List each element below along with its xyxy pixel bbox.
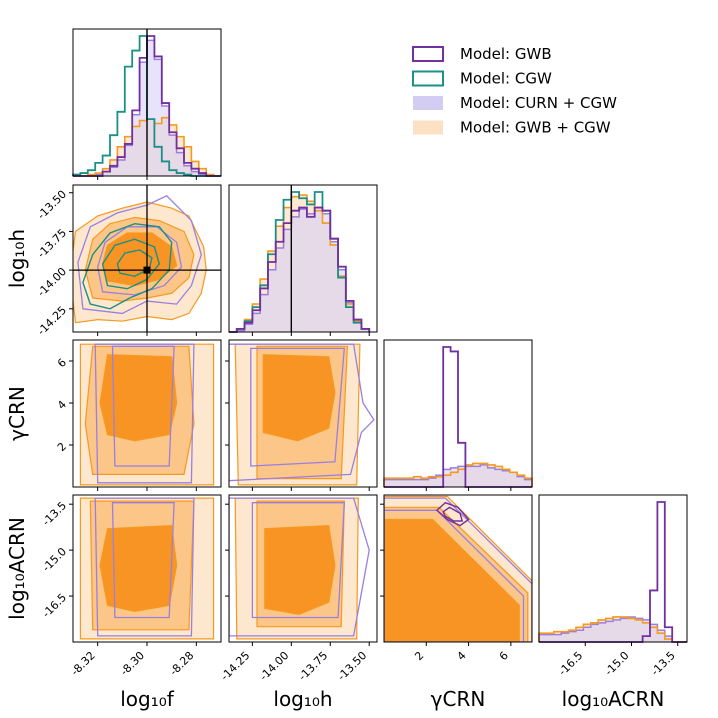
panel-frame-logh (228, 184, 378, 333)
contour-curn-cgw-gamma_vs_logf-0 (94, 343, 195, 484)
contour-cgw-logh_vs_logf-1 (101, 238, 161, 290)
hist-fill-curn-cgw-logh (229, 207, 370, 332)
xtick-label-logh-2: -13.75 (296, 649, 330, 683)
panel-frame-logA (538, 494, 688, 643)
contour-gwb-cgw-logA_vs_gamma-2 (384, 518, 520, 642)
panel-frame-gamma_vs_logh (228, 339, 378, 488)
hist-line-gwb-logf (73, 35, 221, 177)
panel-frame-gamma (383, 339, 533, 488)
panel-logA_vs_logf (72, 494, 222, 643)
ytick-label-logh-2: -13.75 (35, 226, 69, 260)
ytick-label-logh-1: -14.00 (35, 265, 69, 299)
contour-curn-cgw-logA_vs_logh-1 (251, 502, 345, 619)
hist-line-cgw-logh (229, 191, 371, 333)
hist-panel-gamma (383, 339, 533, 488)
panel-content-logA_vs_logf (79, 497, 215, 640)
hist-line-gwb-logh (229, 206, 371, 333)
legend-label-2: Model: CURN + CGW (460, 94, 617, 112)
yaxis-label-logh: log₁₀h (5, 229, 29, 288)
xtick-label-gamma-0: 2 (412, 649, 426, 663)
contour-curn-cgw-logA_vs_logf-0 (94, 497, 195, 637)
panel-content-logh_vs_logf (73, 185, 221, 332)
ytick-label-logh-0: -14.25 (35, 304, 69, 338)
xtick-label-logh-1: -14.00 (257, 649, 291, 683)
panel-frame-logA_vs_logh (228, 494, 378, 643)
panel-gamma_vs_logh (228, 339, 378, 488)
hist-panel-logf (72, 28, 222, 177)
xaxis-label-logh: log₁₀h (273, 687, 332, 711)
panel-gamma_vs_logf (72, 339, 222, 488)
panel-content-gamma_vs_logf (79, 343, 215, 486)
hist-line-gwb-cgw-logA (538, 616, 687, 643)
panel-content-gamma_vs_logh (229, 343, 375, 486)
contour-curn-cgw-logA_vs_logf-1 (111, 502, 175, 619)
xtick-label-gamma-1: 4 (455, 649, 469, 663)
xtick-label-logA-1: -15.0 (602, 649, 631, 678)
panel-frame-logA_vs_gamma (383, 494, 533, 643)
xaxis-label-logf: log₁₀f (120, 687, 175, 711)
contour-gwb-logA_vs_gamma-0 (435, 501, 470, 527)
xtick-label-logh-3: -13.50 (335, 649, 369, 683)
xtick-label-logf-1: -8.30 (118, 649, 147, 678)
yaxis-label-logA: log₁₀ACRN (5, 517, 29, 620)
yaxis-label-gamma: γCRN (5, 386, 29, 441)
ytick-label-gamma-2: 6 (55, 356, 69, 370)
legend-swatch-1 (412, 70, 444, 87)
legend-label-3: Model: GWB + CGW (460, 119, 611, 137)
truth-marker-logh_vs_logf (143, 266, 151, 274)
hist-line-cgw-logf (72, 35, 221, 177)
panel-logA_vs_gamma (383, 494, 533, 643)
panel-content-logA_vs_logh (229, 497, 370, 640)
xtick-label-logA-0: -16.5 (556, 649, 585, 678)
legend-swatch-2 (413, 96, 443, 110)
legend-label-0: Model: GWB (460, 45, 552, 63)
ytick-label-gamma-0: 2 (55, 440, 69, 454)
contour-gwb-cgw-logA_vs_logf-2 (99, 524, 178, 613)
ytick-label-logA-1: -15.0 (40, 545, 69, 574)
ytick-label-logA-2: -13.5 (40, 499, 69, 528)
xtick-label-gamma-2: 6 (497, 649, 511, 663)
contour-gwb-cgw-gamma_vs_logf-2 (99, 354, 178, 442)
legend-swatch-0 (412, 46, 444, 62)
legend-swatch-3 (413, 120, 443, 135)
legend: Model: GWB Model: CGW Model: CURN + CGW Mod… (412, 45, 617, 137)
panel-content-logA_vs_gamma (384, 495, 532, 642)
hist-panel-logh (228, 184, 378, 333)
xaxis-label-gamma: γCRN (431, 687, 486, 711)
ytick-label-logA-0: -16.5 (40, 591, 69, 620)
contour-curn-cgw-gamma_vs_logh-0 (229, 343, 375, 482)
panel-logA_vs_logh (228, 494, 378, 643)
contour-cgw-logh_vs_logf-2 (116, 249, 153, 278)
contour-curn-cgw-gamma_vs_logh-1 (250, 347, 346, 467)
hist-panel-logA (538, 494, 688, 643)
panel-logh_vs_logf (72, 184, 222, 333)
ytick-label-logh-3: -13.50 (35, 188, 69, 222)
ytick-label-gamma-1: 4 (55, 398, 69, 412)
contour-curn-cgw-logA_vs_gamma-1 (384, 509, 525, 642)
contour-gwb-logA_vs_gamma-1 (442, 506, 464, 522)
contour-curn-cgw-logA_vs_gamma-0 (384, 497, 532, 642)
contour-cgw-logh_vs_logf-0 (82, 222, 173, 310)
xaxis-label-logA: log₁₀ACRN (562, 687, 665, 711)
contour-curn-cgw-logA_vs_logh-0 (229, 497, 370, 637)
legend-label-1: Model: CGW (460, 70, 552, 88)
xtick-label-logA-2: -13.5 (649, 649, 678, 678)
xtick-label-logh-0: -14.25 (218, 649, 252, 683)
contour-gwb-cgw-logA_vs_logh-2 (264, 524, 336, 616)
hist-fill-curn-cgw-gamma (384, 464, 532, 487)
contour-gwb-cgw-gamma_vs_logh-2 (262, 354, 336, 442)
xtick-label-logf-2: -8.28 (167, 649, 196, 678)
xtick-label-logf-0: -8.32 (68, 649, 97, 678)
contour-curn-cgw-gamma_vs_logf-1 (111, 345, 175, 467)
